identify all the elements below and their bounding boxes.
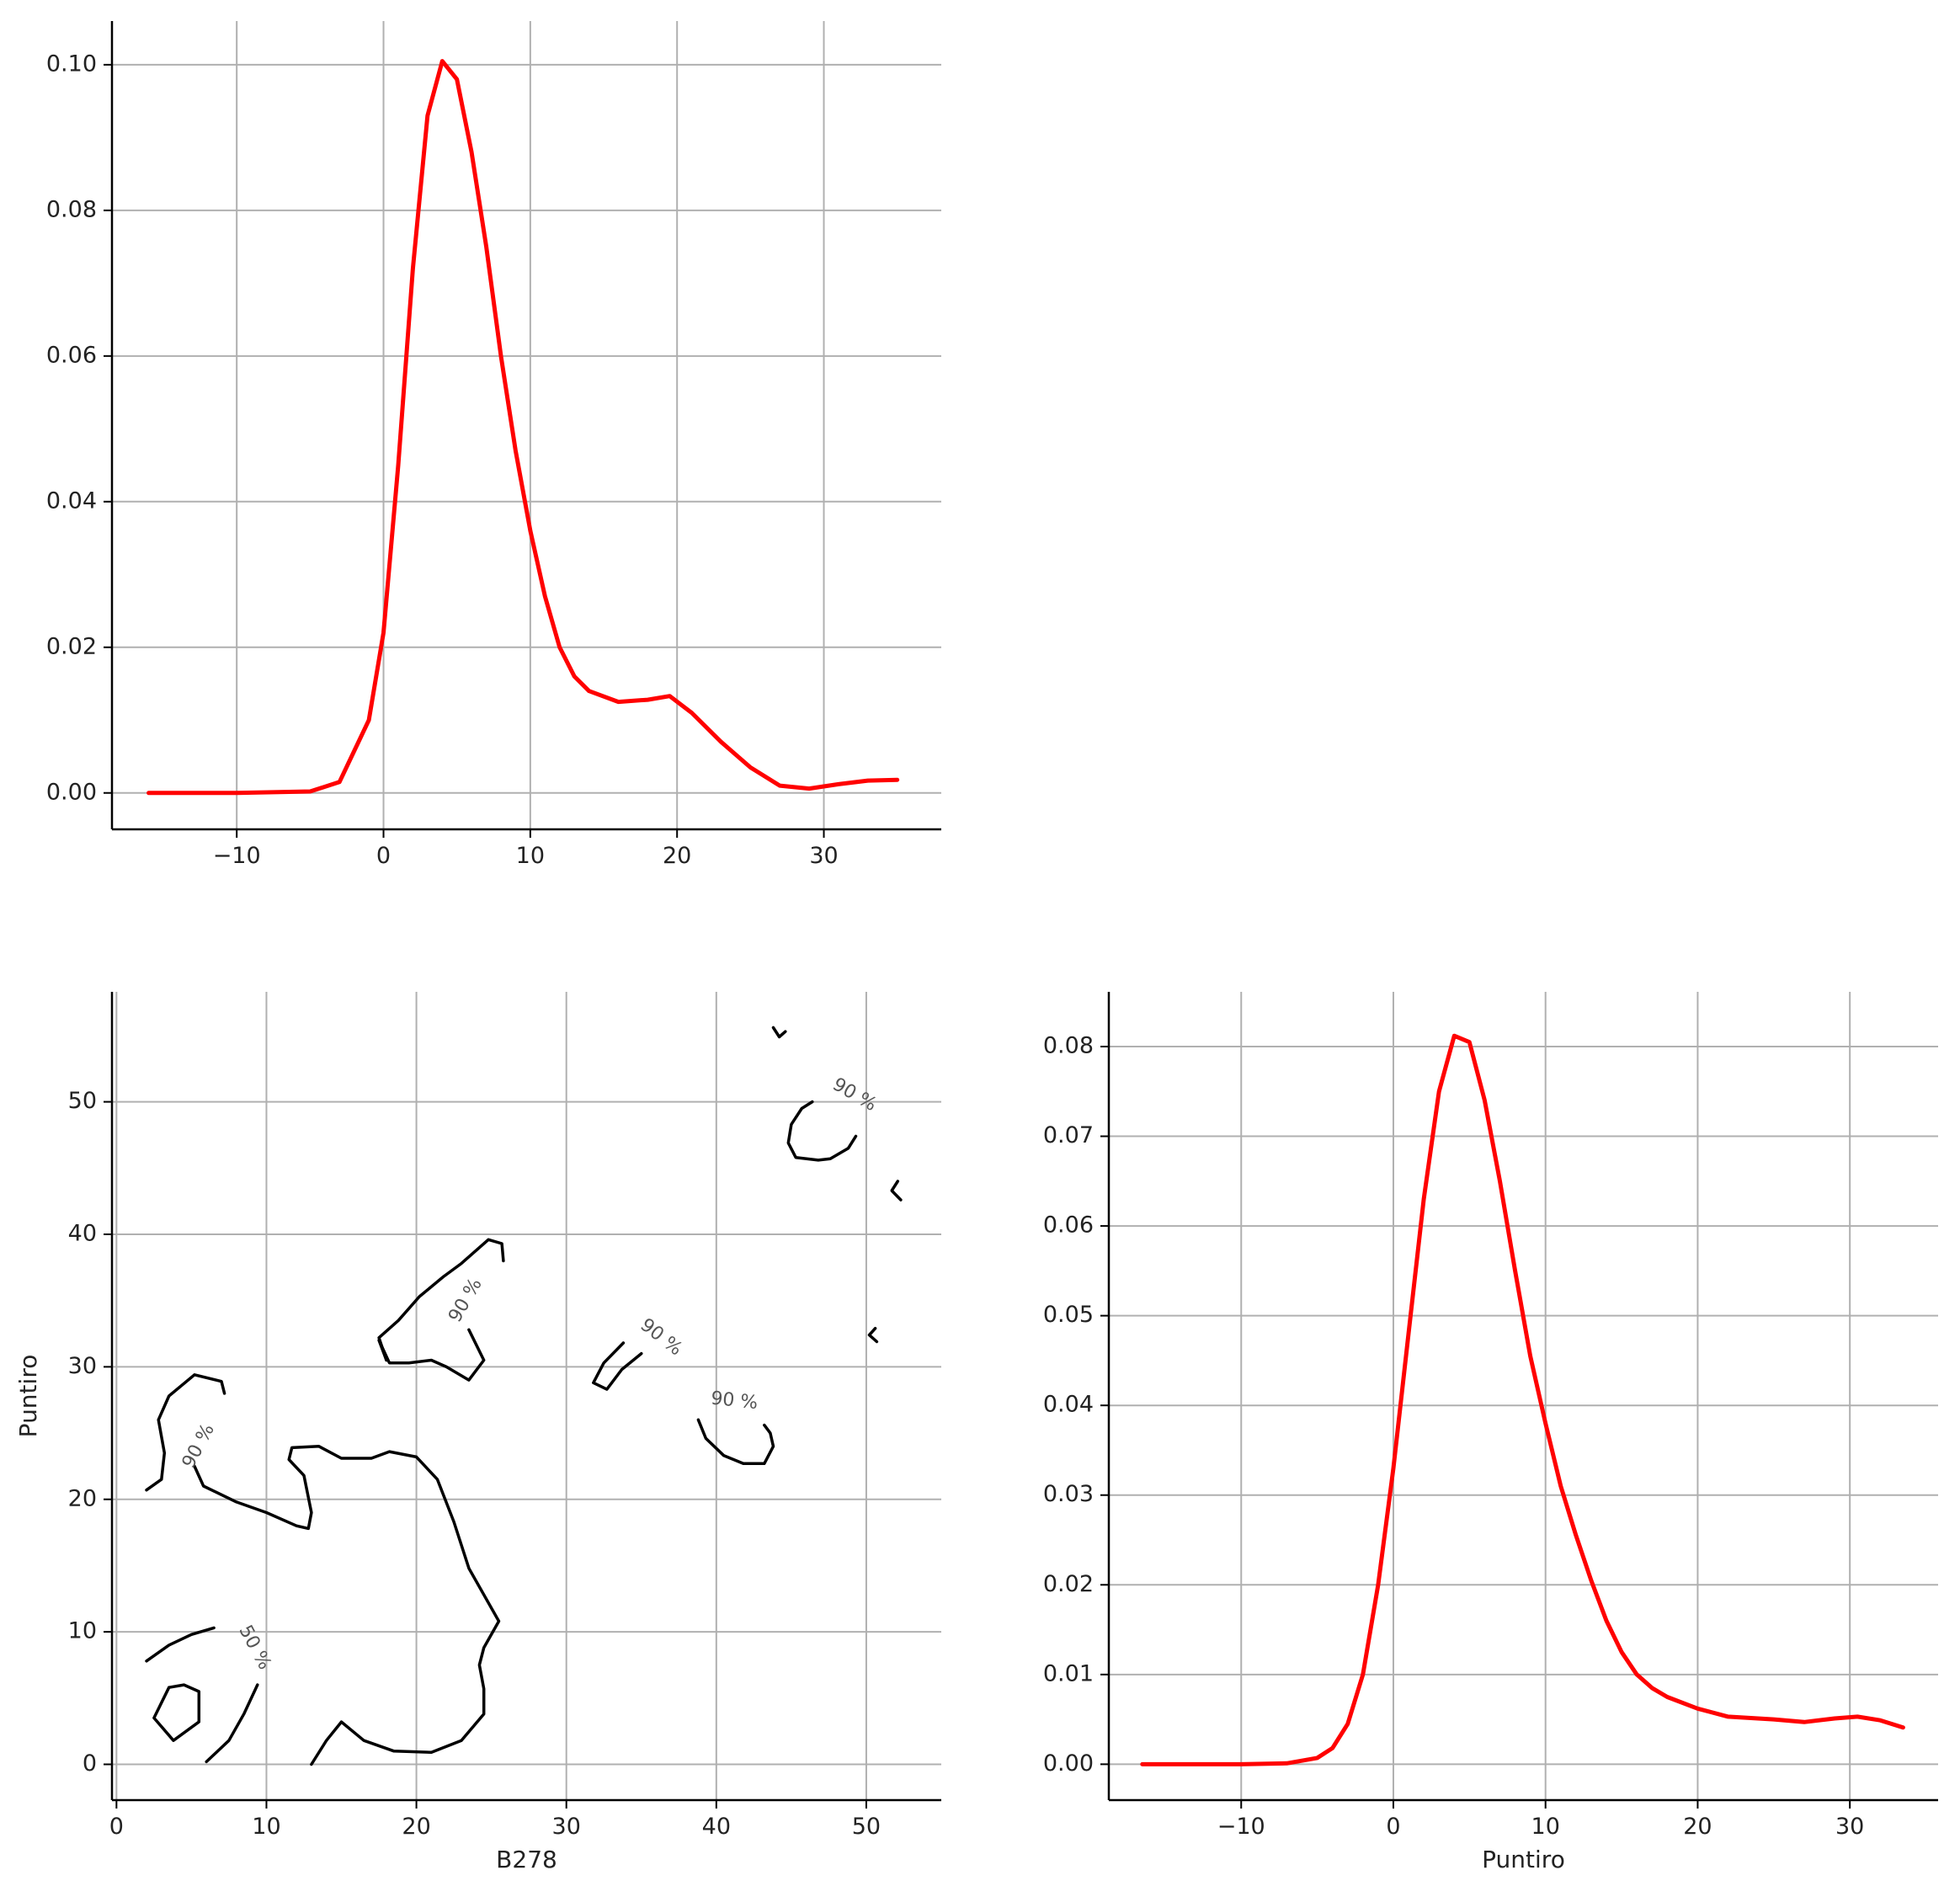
y-tick-label: 0.00 — [46, 779, 97, 805]
y-tick-label: 0.03 — [1043, 1481, 1094, 1507]
y-tick-label: 0.01 — [1043, 1660, 1094, 1686]
contour-line-6 — [377, 1328, 486, 1382]
x-tick-label: 10 — [516, 843, 545, 869]
x-tick-label: 20 — [1683, 1814, 1712, 1840]
x-tick-label: 30 — [809, 843, 838, 869]
contour-line-9 — [786, 1100, 858, 1162]
kde-puntiro-axes: −10 0 10 20 30 0.00 0.01 0.02 0.03 0.04 0.05 0.06 0.… — [1043, 992, 1938, 1873]
contour-level-label: 90 % — [828, 1074, 880, 1116]
x-tick-label: 10 — [252, 1814, 280, 1840]
contour-level-label: 50 % — [234, 1622, 274, 1673]
x-tick-label: −10 — [213, 843, 261, 869]
contour-line-10 — [771, 1026, 787, 1039]
y-tick-label: 50 — [68, 1088, 97, 1114]
contour-line-11 — [890, 1180, 903, 1201]
contour-line-1 — [193, 1445, 501, 1766]
y-axis-label: Puntiro — [14, 1355, 42, 1438]
y-tick-label: 0.02 — [1043, 1571, 1094, 1597]
density-line-0 — [1140, 1033, 1905, 1766]
y-tick-label: 0.07 — [1043, 1122, 1094, 1148]
x-tick-label: 0 — [109, 1814, 124, 1840]
x-tick-label: 20 — [402, 1814, 430, 1840]
y-tick-label: 20 — [68, 1485, 97, 1511]
y-tick-label: 0.06 — [1043, 1212, 1094, 1239]
y-tick-label: 0.05 — [1043, 1302, 1094, 1328]
y-tick-label: 10 — [68, 1618, 97, 1644]
contour-line-12 — [867, 1326, 879, 1344]
contour-line-3 — [152, 1683, 201, 1742]
x-tick-label: 0 — [376, 843, 391, 869]
y-tick-label: 0.08 — [46, 196, 97, 222]
x-tick-label: 50 — [852, 1814, 881, 1840]
y-tick-label: 0.10 — [46, 51, 97, 77]
x-tick-label: 20 — [663, 843, 691, 869]
contour-level-label: 90 % — [636, 1314, 686, 1360]
y-tick-label: 0 — [83, 1750, 97, 1777]
y-tick-label: 0.04 — [1043, 1392, 1094, 1418]
x-tick-label: −10 — [1217, 1814, 1265, 1840]
kde-b278-axes: −10 0 10 20 30 0.00 0.02 0.04 0.06 0.08 0.10 — [46, 21, 941, 869]
x-tick-label: 0 — [1386, 1814, 1400, 1840]
y-tick-label: 0.02 — [46, 633, 97, 659]
y-tick-label: 0.00 — [1043, 1750, 1094, 1777]
contour-line-7 — [592, 1341, 643, 1391]
x-axis-label: Puntiro — [1482, 1846, 1565, 1873]
contour-b278-puntiro-axes: 90 % 90 % 90 % 90 % 90 % 50 % 0 10 20 30 40 50 0 10 20… — [14, 992, 941, 1873]
contour-line-4 — [205, 1683, 259, 1764]
y-tick-label: 0.04 — [46, 487, 97, 514]
contour-line-2 — [145, 1626, 216, 1663]
x-tick-label: 10 — [1531, 1814, 1560, 1840]
y-tick-label: 0.08 — [1043, 1032, 1094, 1058]
y-tick-label: 40 — [68, 1221, 97, 1247]
density-line-0 — [146, 59, 900, 796]
contour-line-8 — [696, 1418, 775, 1466]
x-axis-label: B278 — [496, 1846, 557, 1873]
contour-level-label: 90 % — [445, 1275, 487, 1326]
x-tick-label: 40 — [702, 1814, 731, 1840]
contour-line-5 — [377, 1238, 505, 1362]
contour-line-0 — [145, 1373, 226, 1492]
x-tick-label: 30 — [552, 1814, 581, 1840]
contour-level-label: 90 % — [710, 1388, 759, 1414]
x-tick-label: 30 — [1835, 1814, 1864, 1840]
y-tick-label: 30 — [68, 1353, 97, 1379]
contour-level-label: 90 % — [178, 1420, 219, 1472]
y-tick-label: 0.06 — [46, 342, 97, 368]
